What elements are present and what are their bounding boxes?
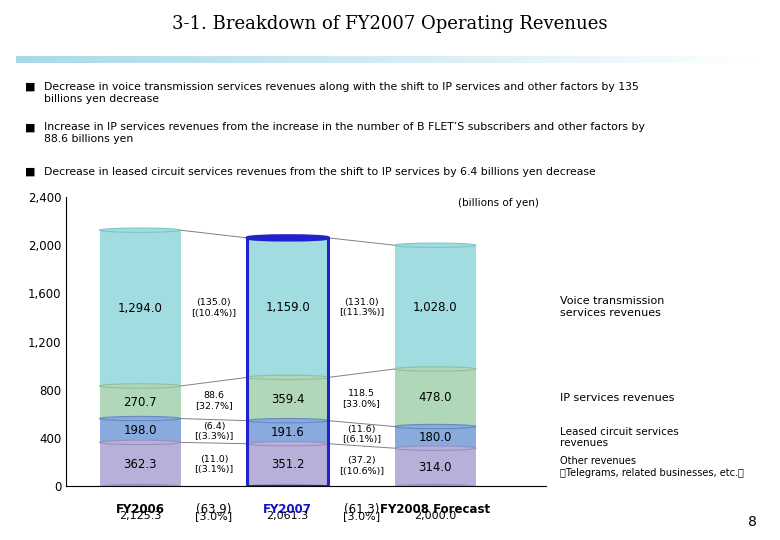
Bar [401,56,405,63]
Ellipse shape [395,367,476,371]
Bar [431,56,435,63]
Bar [738,56,742,63]
Text: 362.3: 362.3 [123,458,157,471]
Text: 2,125.3: 2,125.3 [119,511,161,521]
Bar [120,56,124,63]
Bar [195,56,199,63]
Bar [342,56,345,63]
Text: FY2007: FY2007 [264,503,312,516]
Text: 2,061.3: 2,061.3 [267,511,309,521]
Bar [521,56,525,63]
Bar [540,56,544,63]
Bar [517,56,521,63]
Bar [682,56,686,63]
Bar [101,56,105,63]
Bar [53,56,57,63]
Bar [98,56,101,63]
Bar [390,56,394,63]
Bar [626,56,629,63]
Bar [76,56,80,63]
Bar [345,56,349,63]
Ellipse shape [100,228,181,232]
Bar [87,56,90,63]
Text: 118.5
[33.0%]: 118.5 [33.0%] [342,389,381,408]
Bar [222,56,225,63]
Text: Other revenues
（Telegrams, related businesses, etc.）: Other revenues （Telegrams, related busin… [560,456,744,478]
Bar [461,56,465,63]
Bar [660,56,663,63]
Bar [731,56,735,63]
Text: 478.0: 478.0 [419,392,452,404]
Text: (131.0)
[(11.3%)]: (131.0) [(11.3%)] [339,298,384,317]
Bar [573,56,577,63]
Bar [569,56,573,63]
Bar [491,56,495,63]
Bar [555,56,558,63]
Bar [558,56,562,63]
Text: ■: ■ [25,122,35,132]
Bar [232,56,236,63]
Text: 88.6
[32.7%]: 88.6 [32.7%] [195,391,232,410]
Text: [3.0%]: [3.0%] [195,511,232,521]
Bar [247,238,328,377]
Bar [100,386,181,418]
Bar [667,56,671,63]
Bar [42,56,45,63]
Bar [326,56,330,63]
Bar [395,448,476,486]
Bar [585,56,588,63]
Text: (37.2)
[(10.6%)]: (37.2) [(10.6%)] [339,456,384,476]
Bar [100,230,181,386]
Bar [161,56,165,63]
Text: ■: ■ [25,167,35,177]
Bar [405,56,409,63]
Text: 351.2: 351.2 [271,458,304,471]
Bar [311,56,315,63]
Bar [712,56,716,63]
Text: IP services revenues: IP services revenues [560,393,675,403]
Bar [637,56,641,63]
Bar [427,56,431,63]
Bar [398,56,401,63]
Bar [465,56,469,63]
Bar [544,56,548,63]
Bar [23,56,27,63]
Bar [61,56,64,63]
Bar [356,56,360,63]
Bar [267,56,270,63]
Ellipse shape [395,243,476,247]
Text: 198.0: 198.0 [123,424,157,437]
Text: 2,000.0: 2,000.0 [414,511,456,521]
Ellipse shape [100,484,181,488]
Ellipse shape [395,484,476,488]
Bar [566,56,569,63]
Bar [700,56,704,63]
Bar [395,245,476,369]
Bar [132,56,136,63]
Bar [693,56,697,63]
Bar [394,56,398,63]
Text: Increase in IP services revenues from the increase in the number of B FLET’S sub: Increase in IP services revenues from th… [44,122,645,144]
Bar [727,56,731,63]
Bar [315,56,319,63]
Bar [604,56,607,63]
Text: Decrease in leased circuit services revenues from the shift to IP services by 6.: Decrease in leased circuit services reve… [44,167,596,177]
Bar [723,56,727,63]
Bar [532,56,536,63]
Bar [367,56,371,63]
Bar [588,56,592,63]
Bar [64,56,68,63]
Bar [360,56,363,63]
Bar [128,56,132,63]
Bar [690,56,693,63]
Text: (11.6)
[(6.1%)]: (11.6) [(6.1%)] [342,425,381,444]
Bar [420,56,424,63]
Ellipse shape [100,440,181,444]
Ellipse shape [395,424,476,429]
Bar [247,238,328,486]
Bar [90,56,94,63]
Bar [648,56,652,63]
Bar [282,56,285,63]
Bar [413,56,417,63]
Bar [442,56,446,63]
